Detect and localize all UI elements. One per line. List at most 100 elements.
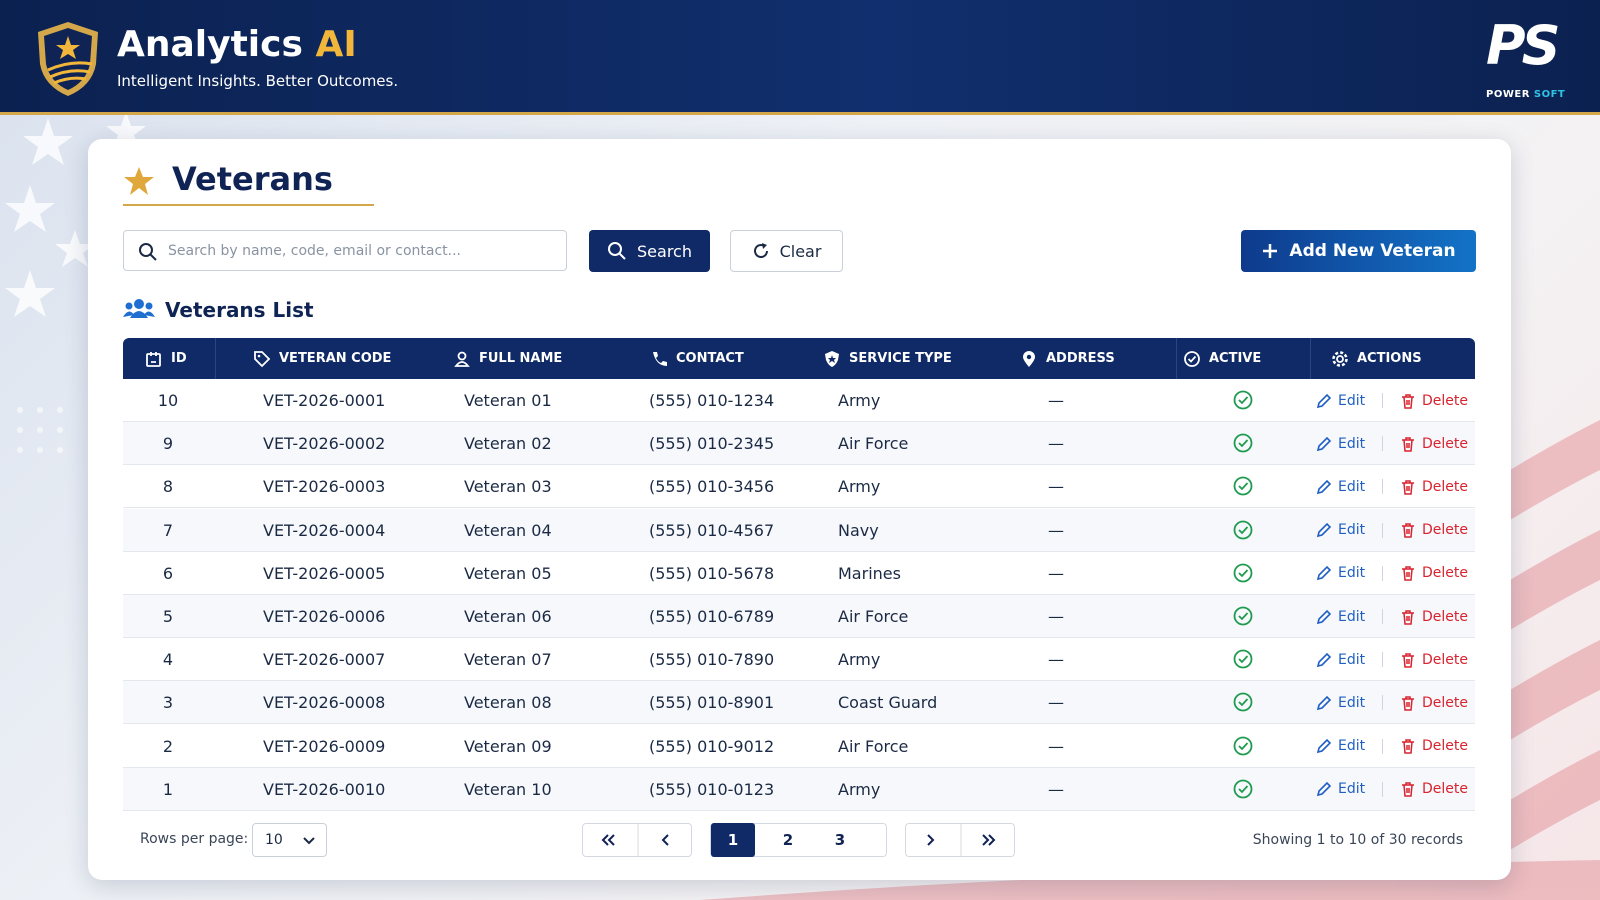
edit-action[interactable]: Edit [1316,422,1365,465]
delete-action[interactable]: Delete [1400,638,1468,681]
title-underline [123,204,374,206]
list-icon [123,299,155,318]
action-label: Edit [1338,738,1366,755]
cell-service: Army [838,391,881,410]
column-header: SERVICE TYPE [823,338,952,379]
icon [1402,609,1414,625]
icon [1402,652,1414,668]
delete-action[interactable]: Delete [1400,768,1468,811]
button-label: Search [637,241,692,261]
edit-action[interactable]: Edit [1316,465,1365,508]
cell-service: Army [838,779,881,799]
table-row: 10 VET-2026-0001 Veteran 01 (555) 010-1234 A… [123,379,1475,422]
cell-name: Veteran 04 [464,520,552,540]
cell-code: VET-2026-0007 [263,650,386,670]
edit-action[interactable]: Edit [1316,638,1365,681]
action-label: Edit [1338,694,1366,711]
cell-address: — [1048,563,1064,583]
cell-address: — [1048,779,1064,799]
table-row: 5 VET-2026-0006 Veteran 06 (555) 010-6789 Ai… [123,595,1475,638]
action-divider [1382,609,1383,624]
search-button[interactable]: Search [589,230,710,272]
action-label: Delete [1422,608,1468,625]
delete-action[interactable]: Delete [1400,595,1468,638]
icon [1184,350,1200,367]
cell-service: Air Force [838,736,909,756]
button-label: Clear [779,241,822,261]
cell-service: Coast Guard [838,693,938,713]
icon [1233,649,1253,669]
delete-action[interactable]: Delete [1400,422,1468,465]
action-label: Delete [1422,478,1468,495]
cell-address: — [1048,520,1064,540]
action-divider [1382,695,1383,711]
delete-action[interactable]: Delete [1400,379,1468,422]
icon [1402,393,1414,409]
cell-code: VET-2026-0004 [263,520,386,540]
delete-action[interactable]: Delete [1400,725,1468,768]
action-label: Delete [1422,565,1468,582]
edit-action[interactable]: Edit [1316,768,1365,811]
rows-per-page-select[interactable]: 10 [252,823,327,857]
cell-name: Veteran 10 [464,779,552,799]
cell-address: — [1048,650,1064,670]
icon [1233,520,1253,539]
pager-prev-group [582,823,692,857]
cell-id: 7 [162,520,174,540]
cell-id: 6 [162,563,174,583]
pager-next-group [905,823,1015,857]
icon [653,351,667,366]
button-label: Add New Veteran [1289,241,1456,261]
clear-button[interactable]: Clear [730,230,843,272]
icon [1023,350,1035,367]
column-title: CONTACT [676,351,744,366]
action-divider [1382,479,1383,495]
action-label: Delete [1422,781,1468,798]
action-divider [1382,436,1383,452]
cell-code: VET-2026-0002 [263,434,386,454]
delete-action[interactable]: Delete [1400,465,1468,508]
edit-action[interactable]: Edit [1316,552,1365,595]
cell-code: VET-2026-0009 [263,736,386,756]
cell-service: Air Force [838,434,909,454]
cell-id: 3 [162,693,174,713]
table-row: 6 VET-2026-0005 Veteran 05 (555) 010-5678 Ma… [123,551,1475,595]
icon [1402,523,1414,538]
edit-action[interactable]: Edit [1316,595,1365,638]
page-button[interactable]: 3 [834,831,846,849]
cell-address: — [1048,736,1064,756]
cell-service: Air Force [838,607,909,626]
cell-name: Veteran 01 [464,391,552,410]
edit-action[interactable]: Edit [1316,509,1365,552]
column-header: VETERAN CODE [253,338,391,379]
page-title: Veterans [172,160,333,198]
delete-action[interactable]: Delete [1400,681,1468,724]
cell-code: VET-2026-0003 [263,477,386,497]
action-divider [1382,393,1383,408]
search-input[interactable]: Search by name, code, email or contact..… [123,230,567,271]
cell-name: Veteran 06 [464,607,552,626]
column-divider [1310,338,1311,379]
edit-action[interactable]: Edit [1316,379,1365,422]
delete-action[interactable]: Delete [1400,552,1468,595]
icon [1402,696,1414,711]
page-button[interactable]: 1 [711,823,755,857]
add-button[interactable]: Add New Veteran [1241,230,1476,272]
action-label: Delete [1422,522,1468,539]
cell-contact: (555) 010-7890 [649,650,775,670]
icon [1233,736,1253,755]
cell-service: Navy [838,520,879,540]
icon [254,350,271,367]
action-label: Edit [1338,565,1366,582]
icon [1402,480,1414,495]
records-summary: Showing 1 to 10 of 30 records [1252,832,1463,848]
cell-id: 10 [157,391,179,410]
delete-action[interactable]: Delete [1400,509,1468,552]
page-button[interactable]: 2 [782,831,794,849]
cell-address: — [1048,607,1064,626]
edit-action[interactable]: Edit [1316,725,1365,768]
icon [1332,350,1348,367]
search-placeholder: Search by name, code, email or contact..… [168,243,462,259]
edit-action[interactable]: Edit [1316,681,1365,724]
